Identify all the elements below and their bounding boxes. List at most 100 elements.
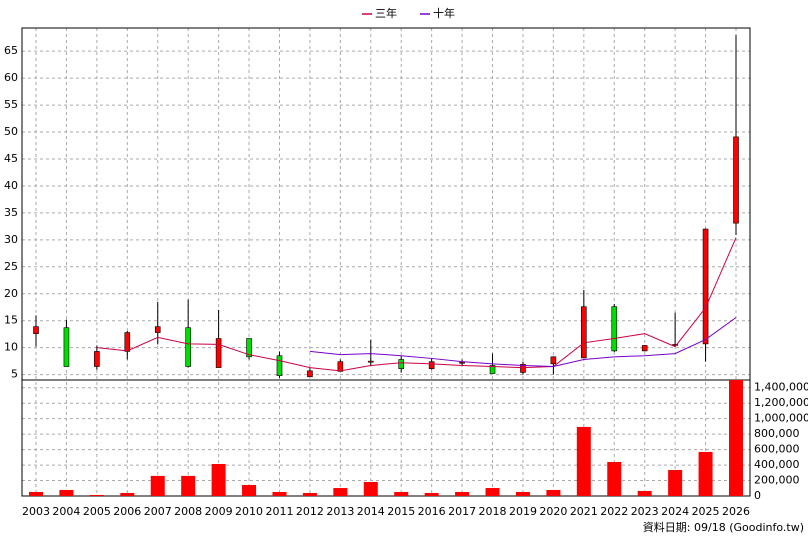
y-tick-label: 20 [4, 287, 18, 300]
candle-body [611, 306, 618, 352]
ma-line [309, 317, 737, 368]
y-tick-label: 40 [4, 179, 18, 192]
y-tick-label: 10 [4, 341, 18, 354]
candle-body [459, 361, 465, 364]
volume-bar [607, 461, 622, 496]
x-tick-label: 2005 [83, 505, 111, 518]
volume-bar [424, 492, 439, 496]
volume-bar [515, 491, 530, 496]
ma-line [96, 237, 737, 372]
y2-tick-label: 0 [754, 489, 761, 502]
y-tick-label: 50 [4, 125, 18, 138]
footer: 資料日期: 09/18 (Goodinfo.tw) [643, 520, 804, 534]
legend-label: 十年 [433, 6, 455, 20]
candle-body [63, 327, 70, 367]
x-tick-label: 2011 [265, 505, 293, 518]
x-tick-label: 2004 [52, 505, 80, 518]
y2-tick-label: 200,000 [754, 474, 800, 487]
y-tick-label: 55 [4, 98, 18, 111]
volume-bar [181, 475, 196, 496]
candle-body [641, 345, 648, 352]
x-tick-label: 2019 [509, 505, 537, 518]
candle-body [550, 356, 557, 365]
x-tick-label: 2024 [661, 505, 689, 518]
candle-body [733, 136, 739, 224]
y2-tick-label: 1,400,000 [754, 381, 808, 394]
candle-body [367, 360, 374, 363]
candle-body [702, 228, 709, 345]
x-tick-label: 2014 [357, 505, 385, 518]
volume-bar [242, 485, 257, 496]
y2-tick-label: 1,200,000 [754, 396, 808, 409]
x-tick-label: 2022 [600, 505, 628, 518]
candle-body [307, 370, 313, 378]
x-tick-label: 2006 [113, 505, 141, 518]
x-tick-label: 2020 [539, 505, 567, 518]
volume-bar [59, 489, 74, 496]
volume-bar [485, 488, 500, 496]
x-tick-label: 2012 [296, 505, 324, 518]
y-tick-label: 35 [4, 206, 18, 219]
volume-bar [120, 492, 135, 496]
y2-tick-label: 600,000 [754, 443, 800, 456]
volume-bar [302, 492, 317, 496]
candle-body [94, 351, 100, 367]
candle-body [581, 306, 587, 359]
volume-bar [211, 463, 226, 496]
volume-bar [150, 475, 165, 496]
y-tick-label: 15 [4, 314, 18, 327]
x-tick-label: 2009 [205, 505, 233, 518]
volume-bar [394, 491, 409, 496]
x-tick-label: 2018 [479, 505, 507, 518]
x-tick-label: 2016 [418, 505, 446, 518]
x-tick-label: 2013 [326, 505, 354, 518]
x-tick-label: 2003 [22, 505, 50, 518]
volume-bar [29, 491, 43, 496]
legend-label: 三年 [375, 6, 397, 20]
candle-body [489, 365, 496, 374]
plot-border [21, 27, 751, 497]
y2-tick-label: 1,000,000 [754, 412, 808, 425]
candle-body [276, 355, 283, 376]
y-tick-label: 60 [4, 71, 18, 84]
x-tick-label: 2007 [144, 505, 172, 518]
candle-body [672, 344, 678, 346]
candle-body [215, 338, 222, 368]
candle-body [337, 361, 344, 372]
volume-bar [272, 491, 287, 496]
y-tick-label: 30 [4, 233, 18, 246]
volume-bar [576, 426, 591, 496]
volume-bar [637, 490, 652, 496]
x-tick-label: 2025 [692, 505, 720, 518]
x-tick-label: 2021 [570, 505, 598, 518]
volume-bar [333, 488, 348, 496]
candle-body [154, 326, 161, 333]
volume-bar [698, 451, 713, 496]
y-tick-label: 65 [4, 44, 18, 57]
volume-bar [89, 494, 104, 496]
y2-tick-label: 800,000 [754, 427, 800, 440]
x-tick-label: 2026 [722, 505, 750, 518]
candle-body [520, 364, 526, 373]
volume-bar [668, 470, 683, 496]
x-tick-label: 2008 [174, 505, 202, 518]
y2-tick-label: 400,000 [754, 458, 800, 471]
volume-bar [729, 380, 743, 496]
candle-body [246, 338, 252, 358]
candle-body [428, 361, 435, 369]
x-tick-label: 2010 [235, 505, 263, 518]
y-tick-label: 5 [11, 368, 18, 381]
x-tick-label: 2015 [387, 505, 415, 518]
x-tick-label: 2023 [631, 505, 659, 518]
candle-body [185, 327, 191, 367]
candle-body [398, 359, 405, 369]
candle-body [124, 332, 131, 352]
volume-bar [363, 482, 378, 496]
y-tick-label: 45 [4, 152, 18, 165]
volume-bar [455, 491, 470, 496]
candle-body [33, 326, 39, 334]
volume-bar [546, 489, 561, 496]
x-tick-label: 2017 [448, 505, 476, 518]
